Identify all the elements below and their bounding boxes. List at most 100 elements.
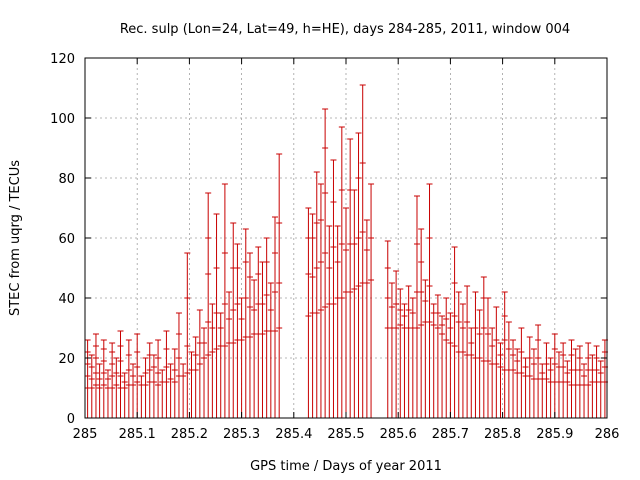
error-bar [539, 363, 546, 418]
error-bar [522, 357, 529, 418]
error-bar [476, 309, 483, 418]
error-bar [351, 189, 358, 418]
error-bar [259, 261, 266, 418]
error-bar [409, 297, 416, 418]
error-bar [489, 327, 496, 418]
error-bar [267, 282, 274, 418]
error-bar [355, 132, 362, 418]
error-bar [526, 336, 533, 418]
error-bar [443, 297, 450, 418]
error-bar [422, 279, 429, 418]
error-bar [572, 348, 579, 418]
error-bar [343, 207, 349, 418]
error-bar [100, 339, 107, 418]
error-bar [405, 285, 412, 418]
x-tick-label: 285.2 [171, 427, 208, 442]
x-tick-label: 285 [73, 427, 98, 442]
x-tick-label: 285.6 [380, 427, 417, 442]
error-bar [175, 312, 182, 418]
error-bar [205, 192, 212, 418]
error-bar [155, 339, 162, 418]
error-bar [171, 348, 178, 418]
x-tick-label: 285.4 [275, 427, 312, 442]
error-bar [238, 297, 245, 418]
error-bar [555, 351, 562, 418]
error-bar [430, 303, 437, 418]
error-bar [167, 363, 174, 418]
error-bar [439, 315, 446, 418]
error-bar [142, 357, 149, 418]
y-axis-label: STEC from uqrg / TECUs [8, 160, 23, 316]
error-bar [96, 363, 103, 418]
error-bar [568, 339, 575, 418]
error-bar [451, 246, 458, 418]
error-bar [272, 216, 279, 418]
error-bar [251, 279, 258, 418]
error-bar [230, 222, 237, 418]
error-bar [426, 183, 433, 418]
error-bar [459, 303, 466, 418]
error-bar [242, 228, 249, 418]
error-bar [125, 339, 132, 418]
y-tick-label: 0 [67, 412, 75, 427]
error-bar [493, 306, 500, 418]
y-tick-label: 120 [50, 52, 75, 67]
error-bar [150, 354, 157, 418]
error-bar [560, 342, 567, 418]
error-bar [88, 354, 95, 418]
y-tick-label: 100 [50, 112, 75, 127]
error-bar [130, 363, 137, 418]
x-tick-label: 285.7 [432, 427, 469, 442]
error-bar [201, 327, 208, 418]
error-bar [393, 270, 400, 418]
chart-title: Rec. sulp (Lon=24, Lat=49, h=HE), days 2… [120, 22, 570, 37]
error-bar [401, 303, 408, 418]
error-bar [510, 339, 517, 418]
error-bar [305, 207, 312, 418]
error-bar [334, 225, 341, 418]
error-bar [384, 240, 391, 418]
x-tick-label: 285.5 [327, 427, 364, 442]
error-bar [184, 252, 191, 418]
error-bar [104, 369, 111, 418]
x-tick-label: 285.9 [536, 427, 573, 442]
error-bar [113, 357, 120, 418]
x-axis: 285 285.1 285.2 285.3 285.4 285.5 285.6 285.7 28… [73, 58, 620, 442]
error-bar [547, 357, 554, 418]
error-bar [159, 369, 166, 418]
error-bar [359, 84, 366, 418]
error-bar [543, 342, 550, 418]
error-bar [92, 333, 99, 418]
error-bar [330, 159, 337, 418]
error-bar [338, 126, 345, 418]
x-axis-label: GPS time / Days of year 2011 [250, 459, 442, 474]
error-bar [121, 372, 128, 418]
error-bar [388, 282, 395, 418]
error-bar [363, 219, 370, 418]
error-bar [518, 327, 525, 418]
error-bar [413, 195, 420, 418]
error-bar [535, 324, 542, 418]
error-bar [221, 183, 228, 418]
data-series [84, 84, 608, 418]
error-bar [585, 342, 592, 418]
error-bar [226, 291, 233, 418]
error-bar [468, 327, 475, 418]
error-bar [397, 288, 404, 418]
error-bar [581, 363, 588, 418]
y-tick-label: 60 [58, 232, 75, 247]
error-bar [497, 342, 504, 418]
error-bar [196, 309, 203, 418]
y-axis: 0 20 40 60 80 100 120 [50, 52, 607, 427]
error-bar [514, 348, 521, 418]
error-bar [564, 360, 571, 418]
error-bar [209, 303, 216, 418]
error-bar [117, 330, 124, 418]
x-tick-label: 285.3 [223, 427, 260, 442]
error-bar [146, 342, 153, 418]
error-bar [551, 333, 558, 418]
error-bar [589, 354, 596, 418]
error-bar [246, 252, 253, 418]
x-tick-label: 286 [595, 427, 620, 442]
